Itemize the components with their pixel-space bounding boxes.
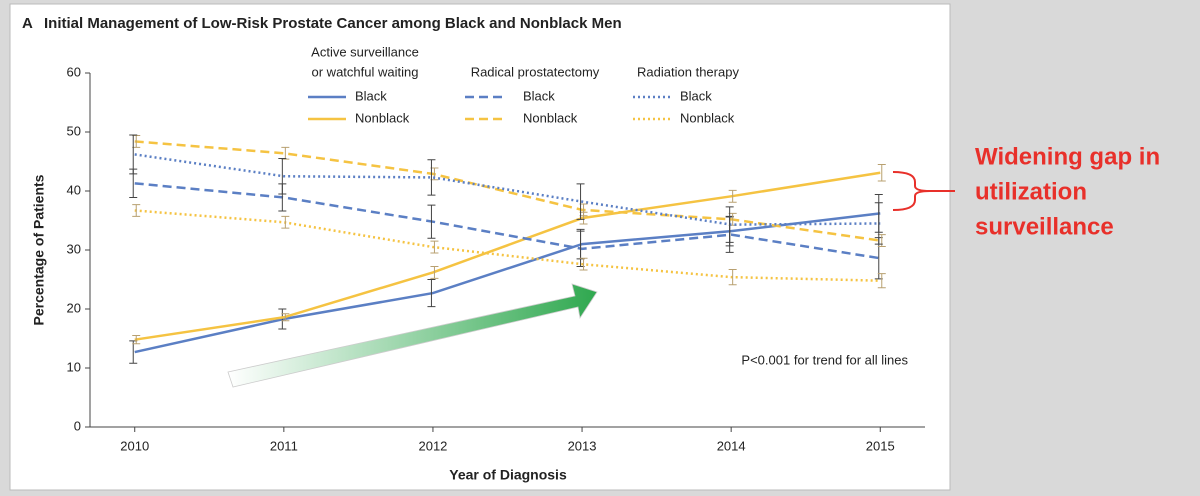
legend-group-title: Radical prostatectomy <box>471 64 600 79</box>
callout-text: Widening gap in <box>975 143 1160 170</box>
callout-text: surveillance <box>975 213 1114 240</box>
legend-label: Nonblack <box>523 110 578 125</box>
error-bar <box>281 313 290 322</box>
error-bar <box>877 273 886 289</box>
error-bar <box>132 335 141 345</box>
error-bar <box>278 158 287 195</box>
legend-label: Nonblack <box>680 110 735 125</box>
chart-title: Initial Management of Low-Risk Prostate … <box>44 15 622 32</box>
error-bar <box>278 308 287 330</box>
trend-arrow <box>227 283 598 388</box>
legend-group-title: Active surveillance <box>311 44 419 59</box>
y-tick-label: 50 <box>67 123 81 138</box>
error-bar <box>281 215 290 229</box>
error-bar <box>874 202 883 245</box>
y-axis-label: Percentage of Patients <box>31 174 47 325</box>
legend-label: Black <box>523 88 555 103</box>
error-bar <box>430 266 439 279</box>
error-bar <box>725 206 734 243</box>
x-tick-label: 2014 <box>717 438 746 453</box>
y-tick-label: 10 <box>67 359 81 374</box>
y-tick-label: 20 <box>67 300 81 315</box>
panel <box>9 3 951 491</box>
x-tick-label: 2011 <box>270 438 298 453</box>
error-bar <box>728 268 737 286</box>
error-bar <box>877 163 886 182</box>
x-tick-label: 2012 <box>418 438 447 453</box>
legend-group-title: or watchful waiting <box>312 64 419 79</box>
series-line <box>134 209 881 282</box>
error-bar <box>427 159 436 196</box>
error-bar <box>576 183 585 220</box>
x-axis-label: Year of Diagnosis <box>449 467 567 483</box>
error-bar <box>427 279 436 308</box>
error-bar <box>430 240 439 254</box>
legend-group-title: Radiation therapy <box>637 64 739 79</box>
callout-text: utilization <box>975 178 1087 205</box>
error-bar <box>427 204 436 239</box>
x-tick-label: 2013 <box>568 438 597 453</box>
panel-label: A <box>22 15 33 32</box>
legend-label: Nonblack <box>355 110 410 125</box>
legend-label: Black <box>355 88 387 103</box>
series-line <box>134 212 881 354</box>
error-bar <box>579 257 588 271</box>
gap-brace <box>892 171 955 211</box>
error-bar <box>132 204 141 217</box>
annotation: P<0.001 for trend for all lines <box>741 352 908 367</box>
series-line <box>134 171 881 341</box>
x-tick-label: 2015 <box>866 438 895 453</box>
y-tick-label: 0 <box>74 418 81 433</box>
x-tick-label: 2010 <box>120 438 149 453</box>
y-tick-label: 30 <box>67 241 81 256</box>
legend-label: Black <box>680 88 712 103</box>
y-tick-label: 60 <box>67 64 81 79</box>
series-line <box>134 153 881 226</box>
error-bar <box>129 134 138 175</box>
error-bar <box>728 189 737 203</box>
y-tick-label: 40 <box>67 182 81 197</box>
